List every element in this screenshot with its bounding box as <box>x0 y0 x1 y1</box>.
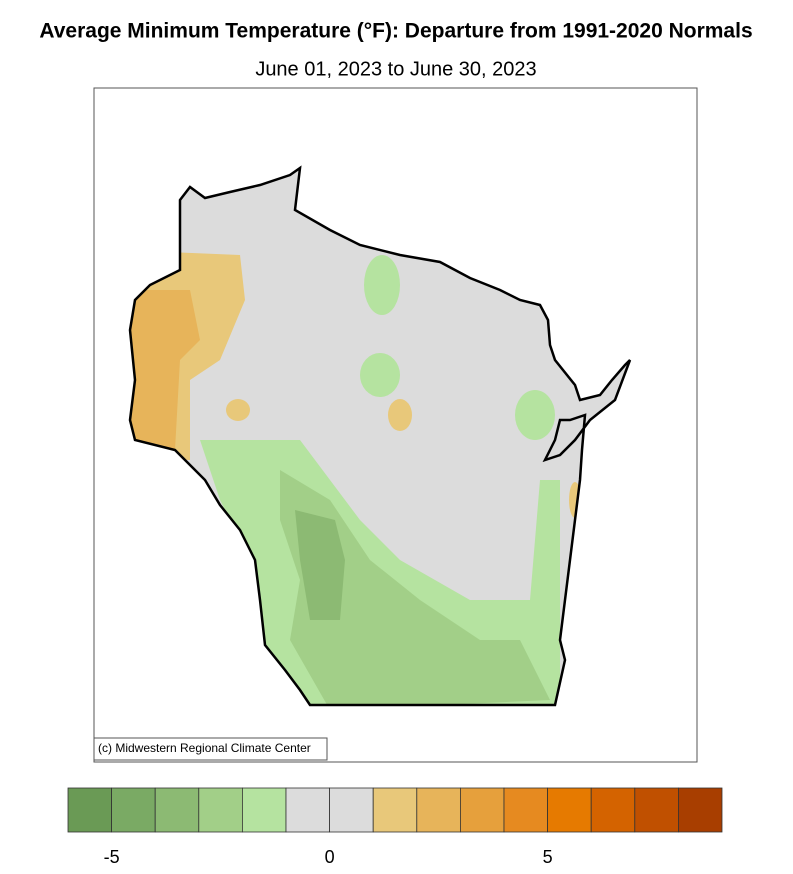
colorbar-box <box>416 787 461 833</box>
colorbar-box <box>634 787 679 833</box>
credit: (c) Midwestern Regional Climate Center <box>98 741 311 755</box>
colorbar-box <box>590 787 636 833</box>
colorbar-box <box>547 787 592 833</box>
map-subtitle: June 01, 2023 to June 30, 2023 <box>255 58 536 80</box>
colorbar-box <box>503 787 548 833</box>
colorbar-box <box>459 787 505 833</box>
colorbar-box <box>241 787 287 833</box>
credit-box <box>93 737 328 761</box>
colorbar-box <box>198 787 243 833</box>
colorbar-tick-label: 0 <box>325 847 335 867</box>
colorbar-box <box>111 787 156 833</box>
colorbar-box <box>329 787 374 833</box>
colorbar-tick-label: -5 <box>104 847 120 867</box>
colorbar-box <box>285 787 330 833</box>
colorbar-box <box>154 787 200 833</box>
colorbar-box <box>678 787 723 833</box>
colorbar-box <box>372 787 418 833</box>
colorbar-tick-label: 5 <box>543 847 553 867</box>
map-title: Average Minimum Temperature (°F): Depart… <box>39 20 752 43</box>
colorbar-box <box>67 787 112 833</box>
